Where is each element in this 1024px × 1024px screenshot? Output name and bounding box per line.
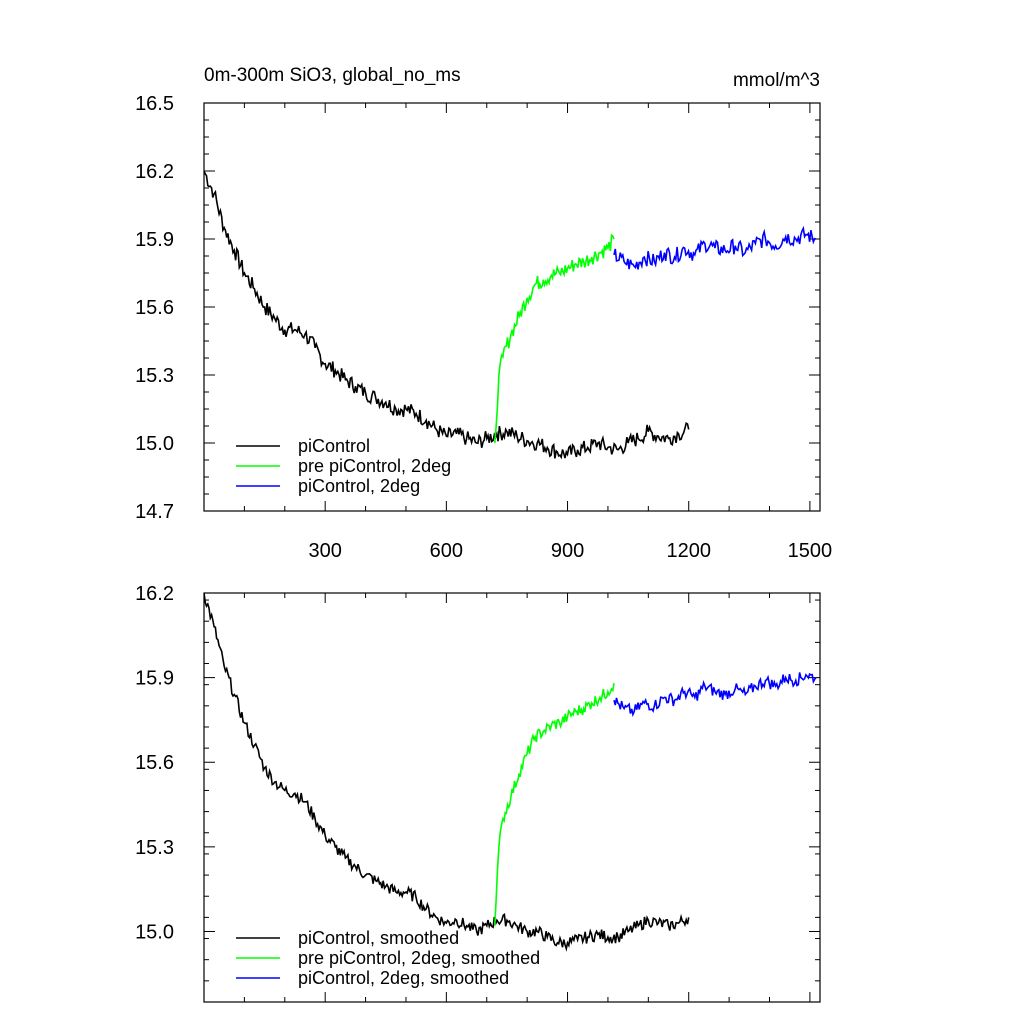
- chart-title: 0m-300m SiO3, global_no_ms: [204, 65, 461, 86]
- y-tick-label: 15.0: [135, 433, 174, 455]
- legend-label: piControl, 2deg, smoothed: [298, 968, 509, 988]
- y-tick-label: 15.0: [135, 921, 174, 943]
- legend-label: pre piControl, 2deg, smoothed: [298, 948, 540, 968]
- y-tick-label: 15.3: [135, 365, 174, 387]
- y-tick-label: 16.2: [135, 583, 174, 605]
- y-tick-label: 15.9: [135, 229, 174, 251]
- series-line-2: [613, 672, 817, 718]
- plot-frame: [203, 592, 821, 1003]
- y-tick-label: 15.9: [135, 668, 174, 690]
- legend-label: piControl: [298, 436, 370, 456]
- y-tick-label: 15.6: [135, 752, 174, 774]
- legend-label: pre piControl, 2deg: [298, 456, 451, 476]
- top-panel: 300 600 900 1200 1500 14.7 15.0 15.3 15.6 15.9 16.…: [135, 93, 832, 562]
- x-tick-label: 900: [551, 540, 584, 562]
- legend-label: piControl, 2deg: [298, 476, 420, 496]
- series-line-1: [494, 683, 615, 926]
- y-tick-label: 14.7: [135, 501, 174, 523]
- y-tick-label: 15.6: [135, 297, 174, 319]
- x-tick-label: 1500: [788, 540, 833, 562]
- y-tick-label: 15.3: [135, 837, 174, 859]
- legend-label: piControl, smoothed: [298, 928, 459, 948]
- series-line-2: [613, 225, 817, 270]
- x-tick-label: 1200: [666, 540, 711, 562]
- series-line-0: [204, 593, 690, 952]
- series-line-1: [494, 233, 615, 444]
- y-tick-label: 16.5: [135, 93, 174, 115]
- series-line-0: [204, 170, 690, 460]
- units-label: mmol/m^3: [733, 70, 820, 91]
- plot-frame: [203, 102, 821, 512]
- x-tick-label: 300: [308, 540, 341, 562]
- y-tick-label: 16.2: [135, 161, 174, 183]
- x-tick-label: 600: [430, 540, 463, 562]
